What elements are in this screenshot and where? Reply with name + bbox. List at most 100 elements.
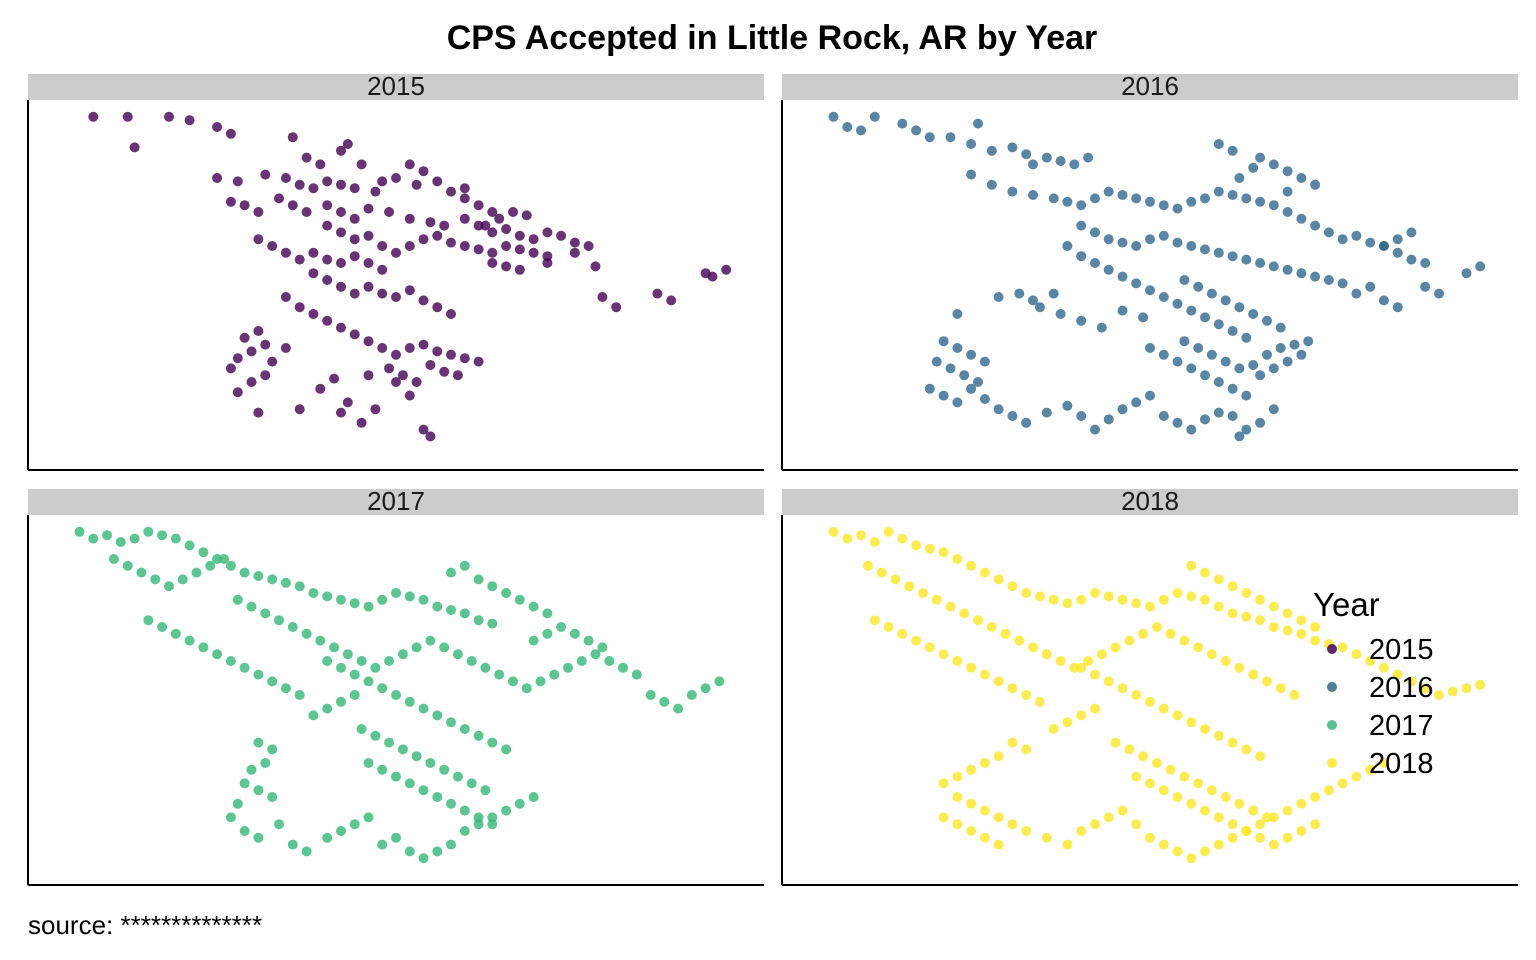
data-point: [397, 370, 408, 381]
data-point: [1255, 832, 1266, 843]
data-point: [924, 642, 935, 653]
data-point: [239, 332, 250, 343]
data-point: [439, 220, 450, 231]
data-point: [184, 115, 195, 126]
data-point: [74, 526, 85, 537]
data-point: [404, 778, 415, 789]
data-point: [294, 690, 305, 700]
data-point: [404, 213, 415, 224]
data-point: [363, 676, 374, 687]
data-point: [1206, 649, 1217, 660]
data-point: [1048, 193, 1059, 204]
data-point: [1392, 302, 1403, 313]
data-point: [1323, 227, 1334, 238]
data-point: [473, 356, 484, 367]
data-point: [329, 642, 340, 653]
data-point: [404, 159, 415, 170]
data-point: [432, 346, 443, 357]
data-point: [466, 656, 477, 666]
data-point: [966, 139, 977, 149]
facet-strip-2017: [28, 489, 764, 515]
data-point: [425, 635, 436, 646]
data-point: [1213, 730, 1224, 741]
data-point: [239, 567, 250, 578]
data-point: [1213, 407, 1224, 418]
data-point: [322, 703, 333, 714]
data-point: [1090, 193, 1100, 204]
data-point: [225, 363, 236, 374]
data-point: [1158, 594, 1169, 605]
data-point: [1007, 819, 1018, 830]
data-point: [253, 832, 264, 843]
data-point: [1323, 275, 1334, 285]
data-point: [267, 574, 278, 585]
data-point: [432, 230, 443, 241]
data-point: [973, 118, 983, 129]
data-point: [253, 326, 264, 336]
data-point: [122, 111, 133, 122]
data-point: [1069, 662, 1080, 673]
data-point: [1090, 703, 1100, 714]
data-point: [1213, 812, 1224, 823]
data-point: [384, 656, 395, 666]
data-point: [918, 588, 928, 598]
data-point: [1090, 588, 1100, 598]
data-point: [1392, 247, 1403, 258]
data-point: [487, 247, 498, 258]
data-point: [1337, 278, 1348, 289]
data-point: [1062, 241, 1073, 251]
data-point: [993, 404, 1004, 415]
data-point: [336, 826, 346, 836]
data-point: [1310, 622, 1321, 632]
data-point: [322, 176, 333, 187]
data-point: [1103, 264, 1114, 275]
data-point: [446, 605, 456, 615]
legend-item-2016: 2016: [1327, 672, 1434, 704]
data-point: [1282, 832, 1293, 843]
data-point: [494, 213, 505, 224]
legend-key: [1327, 720, 1337, 730]
data-point: [1007, 683, 1018, 694]
data-point: [446, 237, 456, 248]
data-point: [473, 200, 484, 211]
data-point: [397, 649, 408, 660]
data-point: [952, 656, 963, 666]
data-point: [1158, 703, 1169, 714]
data-point: [569, 628, 580, 639]
data-point: [260, 370, 271, 381]
data-point: [1186, 560, 1197, 571]
data-point: [1227, 383, 1238, 394]
data-point: [966, 662, 977, 673]
data-point: [459, 353, 470, 364]
data-point: [1220, 792, 1231, 802]
data-point: [1076, 594, 1087, 605]
data-point: [418, 594, 429, 605]
data-point: [1241, 744, 1252, 755]
data-point: [349, 288, 360, 299]
data-point: [1186, 591, 1197, 602]
data-point: [280, 683, 291, 694]
data-point: [1110, 642, 1121, 653]
legend-label: 2017: [1369, 710, 1434, 742]
legend-item-2017: 2017: [1327, 710, 1434, 742]
data-point: [1193, 642, 1204, 653]
data-point: [938, 336, 949, 347]
data-point: [904, 581, 915, 592]
data-point: [993, 292, 1004, 302]
data-point: [1076, 710, 1087, 721]
data-point: [404, 696, 415, 707]
data-point: [1076, 220, 1087, 231]
data-point: [1365, 237, 1376, 248]
data-point: [1138, 751, 1149, 762]
data-point: [432, 710, 443, 721]
data-point: [952, 309, 963, 319]
data-point: [993, 839, 1004, 850]
data-point: [418, 703, 429, 714]
data-point: [1014, 288, 1025, 299]
data-point: [1206, 785, 1217, 796]
legend-title: Year: [1313, 586, 1380, 623]
data-point: [294, 254, 305, 265]
data-point: [966, 764, 977, 775]
data-point: [329, 373, 340, 384]
data-point: [391, 588, 401, 598]
